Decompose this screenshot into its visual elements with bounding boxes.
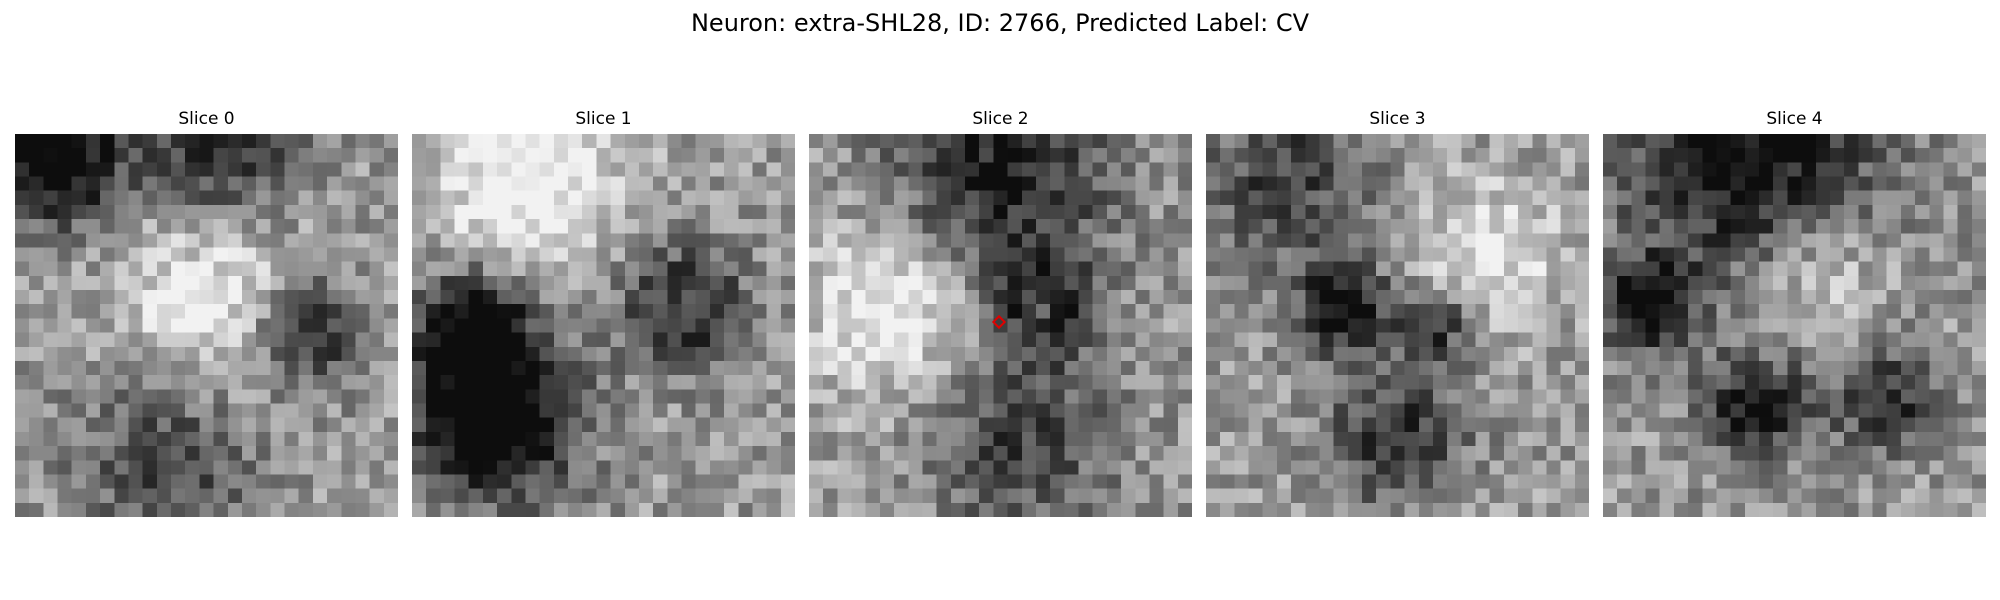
slice-panel-0: Slice 0: [15, 108, 398, 517]
slice-title: Slice 1: [575, 109, 632, 129]
slice-image: [412, 134, 795, 517]
slice-title: Slice 0: [178, 109, 235, 129]
slice-image: [1603, 134, 1986, 517]
slice-image: [809, 134, 1192, 517]
slice-image: [15, 134, 398, 517]
slice-panel-1: Slice 1: [412, 108, 795, 517]
slice-image: [1206, 134, 1589, 517]
slice-panel-2: Slice 2: [809, 108, 1192, 517]
slice-title: Slice 4: [1766, 109, 1823, 129]
figure-title: Neuron: extra-SHL28, ID: 2766, Predicted…: [690, 9, 1310, 37]
slice-panel-3: Slice 3: [1206, 108, 1589, 517]
slice-title: Slice 2: [972, 109, 1029, 129]
slice-panel-4: Slice 4: [1603, 108, 1986, 517]
slice-title: Slice 3: [1369, 109, 1426, 129]
